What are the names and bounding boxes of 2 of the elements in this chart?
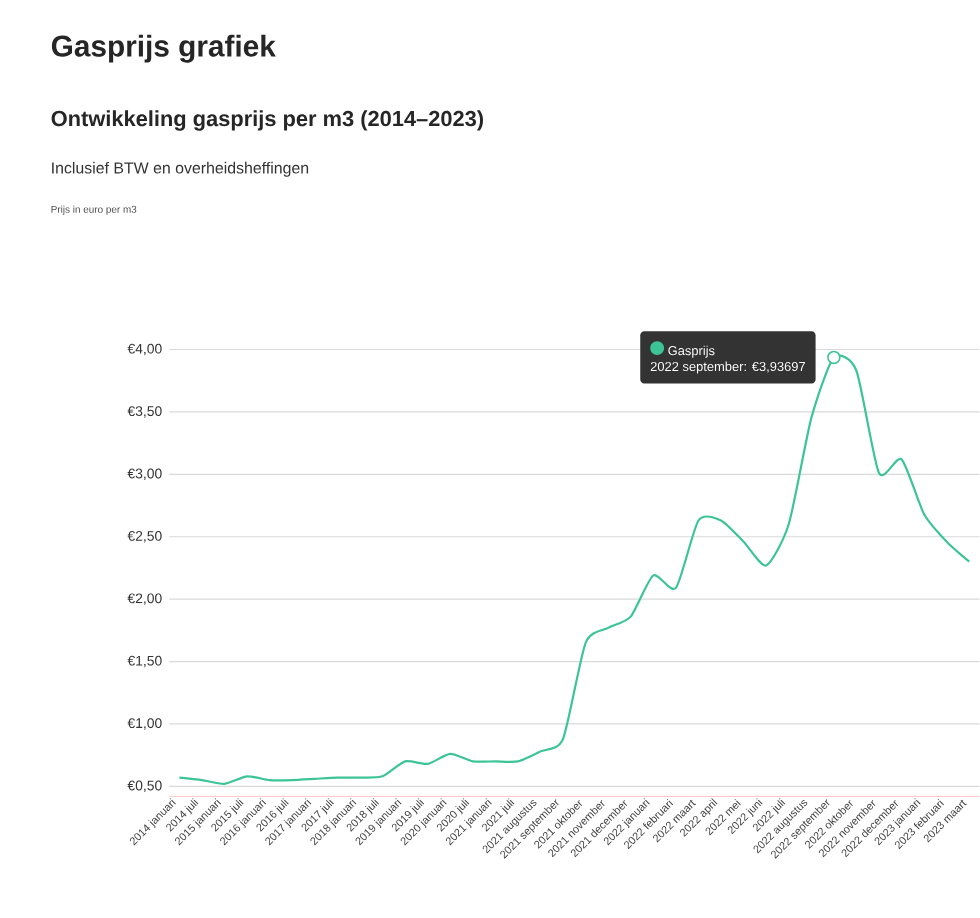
chart-title: Gasprijs grafiek (51, 35, 276, 64)
chart-subtitle: Ontwikkeling gasprijs per m3 (2014–2023) (51, 110, 483, 132)
